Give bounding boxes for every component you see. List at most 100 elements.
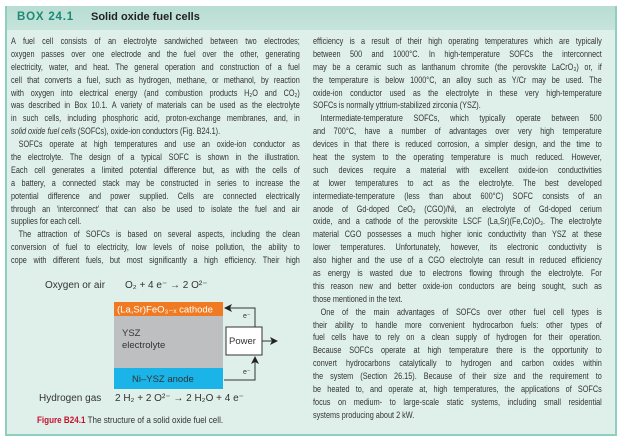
- electron-wire-bottom: [224, 356, 259, 381]
- line-text: conversion of fuel to electricity, low l…: [11, 242, 300, 254]
- line-text: at lower temperatures to act as the elec…: [313, 177, 602, 189]
- text-line: a battery, a connected stack may be cons…: [11, 178, 300, 191]
- anode-layer: [114, 368, 223, 389]
- line-text: material CGO possesses a much higher ion…: [313, 229, 602, 241]
- electron-label-top: e⁻: [243, 313, 251, 320]
- text-line: Intermediate-temperature SOFCs, which ty…: [313, 113, 602, 126]
- text-line: SOFCs operate at high temperatures and u…: [11, 139, 300, 152]
- text-line: potential difference and power supplied.…: [11, 191, 300, 204]
- line-text: oxide-ion conductor used as the electrol…: [313, 87, 602, 99]
- caption-label: Figure B24.1: [37, 415, 86, 426]
- oxygen-label: Oxygen or air: [45, 280, 106, 291]
- line-text: efficiency is a result of their high ope…: [313, 36, 602, 47]
- text-line: The attraction of SOFCs is based on seve…: [11, 229, 300, 242]
- line-text: with oxygen into electrical energy (and …: [11, 87, 300, 99]
- line-text: Each cell generates a limited potential …: [11, 164, 300, 176]
- text-line: the temperature is below 1000°C, an allo…: [313, 75, 602, 88]
- line-text: this reason new and better oxide-ion con…: [313, 280, 602, 292]
- text-line: was described in Box 10.1. A variety of …: [11, 100, 300, 113]
- text-line: One of the main advantages of SOFCs over…: [313, 307, 602, 320]
- line-text: the electrolyte. The design of a typical…: [11, 152, 300, 164]
- line-text: oxide, and a cathode of the perovskite L…: [313, 216, 602, 228]
- text-line: Each cell generates a limited potential …: [11, 165, 300, 178]
- text-line: at lower temperatures to act as the elec…: [313, 178, 602, 191]
- text-line: heat the system to the operating tempera…: [313, 152, 602, 165]
- line-text: Because SOFCs operate at high temperatur…: [313, 345, 602, 357]
- line-text: cell that converts a fuel, such as hydro…: [11, 74, 300, 86]
- text-line: oxygen passes over one electrode and the…: [11, 49, 300, 62]
- text-line: be heated to, and operate at, high tempe…: [313, 384, 602, 397]
- text-line: material CGO possesses a much higher ion…: [313, 229, 602, 242]
- text-line: solid oxide fuel cells (SOFCs), oxide-io…: [11, 126, 300, 139]
- text-line: Because SOFCs operate at high temperatur…: [313, 345, 602, 358]
- line-text: the temperature is below 1000°C, an allo…: [313, 74, 602, 86]
- text-line: cell that converts a fuel, such as hydro…: [11, 75, 300, 88]
- line-text: a battery, a connected stack may be cons…: [11, 177, 300, 189]
- text-line: the electrolyte. The design of a typical…: [11, 152, 300, 165]
- left-column: A fuel cell consists of an electrolyte s…: [11, 36, 300, 268]
- text-line: intermediate-temperature (less than abou…: [313, 191, 602, 204]
- line-text: Intermediate-temperature SOFCs, which ty…: [320, 113, 602, 125]
- text-line: oxide-ion conductor used as the electrol…: [313, 88, 602, 101]
- line-text: SOFCs is normally yttrium-stabilized zir…: [313, 100, 481, 112]
- line-text: as energy is wasted due to electrons flo…: [313, 268, 602, 280]
- text-line: also higher and the use of a CGO electro…: [313, 255, 602, 268]
- line-text: may be a ceramic such as lanthanum chrom…: [313, 61, 602, 73]
- text-line: lower temperatures. Unfortunately, howev…: [313, 242, 602, 255]
- line-text: fuel cells have to rely on a clean suppl…: [313, 332, 602, 344]
- caption-text: The structure of a solid oxide fuel cell…: [85, 415, 224, 426]
- line-text: potential difference and power supplied.…: [11, 190, 300, 202]
- power-label: Power: [229, 336, 256, 347]
- text-line: through an ‘interconnect’ that can also …: [11, 204, 300, 217]
- text-line: this reason new and better oxide-ion con…: [313, 281, 602, 294]
- line-text: devices in that there is reduced corrosi…: [313, 139, 602, 151]
- text-line: convert hydrocarbons catalytically to hy…: [313, 358, 602, 371]
- text-line: fuel cells have to rely on a clean suppl…: [313, 332, 602, 345]
- text-line: SOFCs is normally yttrium-stabilized zir…: [313, 100, 602, 113]
- line-text: oxygen passes over one electrode and the…: [11, 48, 300, 60]
- figure-caption: Figure B24.1 The structure of a solid ox…: [37, 415, 223, 426]
- text-line: anode of Gd-doped CeO₂ (CGO)/Ni, an elec…: [313, 204, 602, 217]
- line-text: systems producing about 2 kW.: [313, 409, 415, 421]
- line-text: was described in Box 10.1. A variety of …: [11, 100, 300, 112]
- line-text: also higher and the use of a CGO electro…: [313, 255, 602, 267]
- text-line: focus on medium- to large-scale static s…: [313, 397, 602, 410]
- text-line: in such cells, including phosphoric acid…: [11, 113, 300, 126]
- cathode-reaction: O₂ + 4 e⁻ → 2 O²⁻: [125, 280, 208, 291]
- line-text: lower temperatures. Unfortunately, howev…: [313, 242, 602, 254]
- text-line: the system (Section 26.15). Because of t…: [313, 371, 602, 384]
- line-text: convert hydrocarbons catalytically to hy…: [313, 358, 602, 370]
- text-line: systems producing about 2 kW.: [313, 410, 602, 423]
- line-text: (SOFCs), oxide-ion conductors (Fig. B24.…: [75, 126, 221, 138]
- line-text: SOFCs operate at high temperatures and u…: [18, 139, 300, 151]
- text-line: such devices require a material with exc…: [313, 165, 602, 178]
- line-text: supplies for each cell.: [11, 216, 82, 228]
- hydrogen-label: Hydrogen gas: [39, 393, 101, 404]
- cathode-label: (La,Sr)FeO₃₋ₓ cathode: [117, 305, 213, 316]
- italic-term: solid oxide fuel cells: [11, 126, 76, 138]
- line-text: A fuel cell consists of an electrolyte s…: [11, 36, 300, 47]
- electron-label-bottom: e⁻: [243, 369, 251, 376]
- text-line: those mentioned in the text.: [313, 294, 602, 307]
- text-line: conversion of fuel to electricity, low l…: [11, 242, 300, 255]
- line-text: those mentioned in the text.: [313, 293, 403, 305]
- cathode-layer: [114, 302, 223, 316]
- anode-reaction: 2 H₂ + 2 O²⁻ → 2 H₂O + 4 e⁻: [115, 393, 244, 404]
- info-box: BOX 24.1 Solid oxide fuel cells: [5, 6, 617, 436]
- box-title: Solid oxide fuel cells: [91, 11, 200, 23]
- electrolyte-label-1: YSZ: [122, 328, 141, 339]
- line-text: their ability to handle more convenient …: [313, 319, 602, 331]
- electrolyte-label-2: electrolyte: [122, 340, 165, 351]
- line-text: such devices require a material with exc…: [313, 164, 602, 176]
- right-column: efficiency is a result of their high ope…: [313, 36, 602, 423]
- line-text: The attraction of SOFCs is based on seve…: [18, 229, 300, 241]
- line-text: and 700°C, have a number of advantages o…: [313, 126, 602, 138]
- line-text: the system (Section 26.15). Because of t…: [313, 371, 602, 383]
- box-header: BOX 24.1 Solid oxide fuel cells: [7, 6, 615, 30]
- line-text: cope with different fuels, but most sign…: [11, 255, 300, 267]
- text-line: electricity, water, and heat. The genera…: [11, 62, 300, 75]
- line-text: One of the main advantages of SOFCs over…: [320, 306, 602, 318]
- text-line: efficiency is a result of their high ope…: [313, 36, 602, 49]
- electrolyte-layer: [114, 316, 223, 368]
